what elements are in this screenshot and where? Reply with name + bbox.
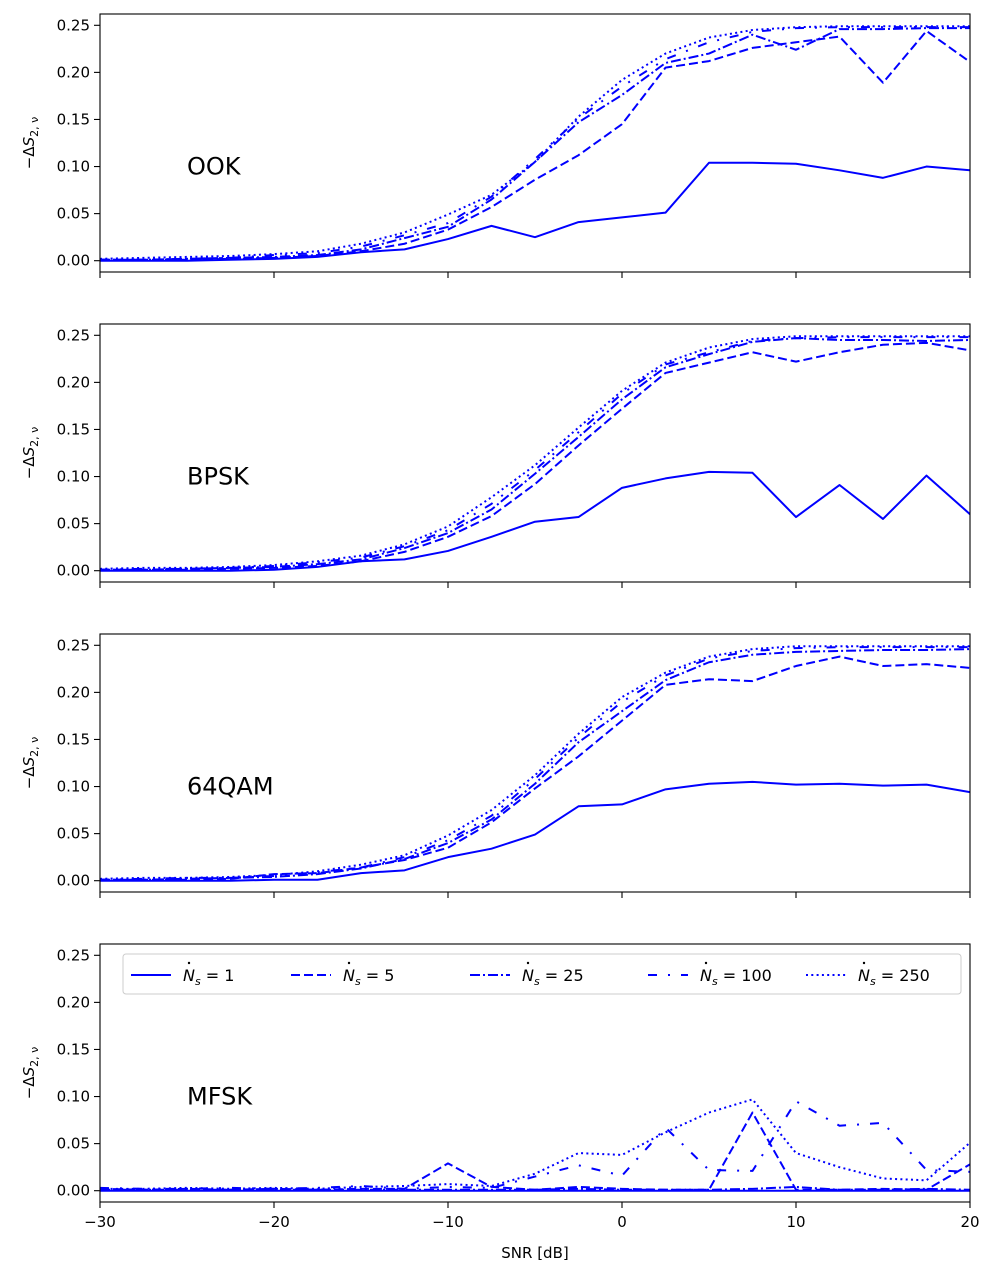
series-line-bpsk-dashed — [100, 341, 970, 571]
y-tick-label: 0.05 — [57, 1135, 90, 1153]
panel-64qam: 0.00 0.05 0.10 0.15 0.20 0.25 −ΔS2, ν 64QAM — [20, 633, 971, 898]
y-tick-label: 0.10 — [57, 1088, 90, 1106]
series-line-bpsk-dotted — [100, 335, 970, 570]
y-tick-label: 0.15 — [57, 420, 90, 438]
x-tick-label: 20 — [960, 1213, 979, 1231]
y-tick-label: 0.25 — [57, 636, 90, 654]
series-line-bpsk-solid — [100, 470, 970, 572]
x-tick-label: 10 — [786, 1213, 805, 1231]
series-line-64qam-dashed — [100, 655, 970, 881]
legend-box — [122, 953, 962, 995]
y-tick-label: 0.25 — [57, 326, 90, 344]
plot-frame — [99, 943, 971, 1203]
legend-dot-accent — [347, 961, 351, 965]
y-tick-label: 0.15 — [57, 730, 90, 748]
series-line-64qam-dotted — [100, 645, 970, 880]
x-tick-label: 0 — [617, 1213, 627, 1231]
series-line-ook-dotted — [100, 25, 970, 260]
series-line-64qam-dashdot — [100, 648, 970, 881]
y-tick-label: 0.05 — [57, 205, 90, 223]
y-tick-label: 0.05 — [57, 515, 90, 533]
y-axis-label: −ΔS2, ν — [20, 427, 41, 480]
panel-label: MFSK — [187, 1083, 253, 1111]
legend: Ns = 1 Ns = 5 Ns = 25 Ns = 100 Ns = 250 — [122, 953, 962, 995]
series-line-ook-dashed — [100, 29, 970, 261]
panel-label: OOK — [187, 153, 242, 181]
plot-frame — [99, 13, 971, 273]
y-axis-label: −ΔS2, ν — [20, 117, 41, 170]
panel-label: 64QAM — [187, 773, 274, 801]
series-line-mfsk-dashed — [100, 1111, 970, 1191]
legend-entry-label: Ns = 1 — [183, 966, 234, 988]
y-tick-label: 0.00 — [57, 252, 90, 270]
legend-entry-label: Ns = 5 — [343, 966, 394, 988]
y-tick-label: 0.20 — [57, 683, 90, 701]
y-tick-label: 0.20 — [57, 373, 90, 391]
y-tick-label: 0.25 — [57, 946, 90, 964]
series-line-bpsk-loosedashdot — [100, 336, 970, 571]
series-line-mfsk-dashdot — [100, 1185, 970, 1191]
y-tick-label: 0.05 — [57, 825, 90, 843]
y-tick-label: 0.15 — [57, 1040, 90, 1058]
legend-dot-accent — [187, 961, 191, 965]
y-tick-label: 0.10 — [57, 468, 90, 486]
y-tick-label: 0.00 — [57, 1182, 90, 1200]
legend-entry-label: Ns = 250 — [858, 966, 930, 988]
series-line-bpsk-dashdot — [100, 337, 970, 571]
series-line-mfsk-loosedashdot — [100, 1100, 970, 1190]
legend-dot-accent — [526, 961, 530, 965]
y-tick-label: 0.00 — [57, 872, 90, 890]
x-tick-label: −30 — [84, 1213, 116, 1231]
x-tick-label: −20 — [258, 1213, 290, 1231]
panel-mfsk: 0.00 0.05 0.10 0.15 0.20 0.25 −30 −20 −10 0 10 20 −Δ… — [20, 943, 980, 1231]
panel-bpsk: 0.00 0.05 0.10 0.15 0.20 0.25 −ΔS2, ν BPSK — [20, 323, 971, 588]
series-line-64qam-loosedashdot — [100, 646, 970, 881]
y-axis-label: −ΔS2, ν — [20, 737, 41, 790]
series-line-ook-dashdot — [100, 27, 970, 261]
y-axis-label: −ΔS2, ν — [20, 1047, 41, 1100]
y-tick-label: 0.10 — [57, 778, 90, 796]
x-tick-label: −10 — [432, 1213, 464, 1231]
y-tick-label: 0.20 — [57, 63, 90, 81]
y-tick-label: 0.00 — [57, 562, 90, 580]
legend-dot-accent — [862, 961, 866, 965]
panel-label: BPSK — [187, 463, 250, 491]
plot-frame — [99, 633, 971, 893]
series-line-ook-loosedashdot — [100, 26, 970, 261]
legend-entry-label: Ns = 100 — [700, 966, 772, 988]
y-tick-label: 0.25 — [57, 16, 90, 34]
y-tick-label: 0.15 — [57, 110, 90, 128]
series-line-mfsk-dotted — [100, 1098, 970, 1190]
x-axis-label: SNR [dB] — [501, 1244, 568, 1262]
legend-entry-label: Ns = 25 — [522, 966, 584, 988]
series-line-64qam-solid — [100, 780, 970, 882]
plot-frame — [99, 323, 971, 583]
y-tick-label: 0.10 — [57, 158, 90, 176]
legend-dot-accent — [704, 961, 708, 965]
panel-ook: 0.00 0.05 0.10 0.15 0.20 0.25 −ΔS2, ν OOK — [20, 13, 971, 278]
y-tick-label: 0.20 — [57, 993, 90, 1011]
